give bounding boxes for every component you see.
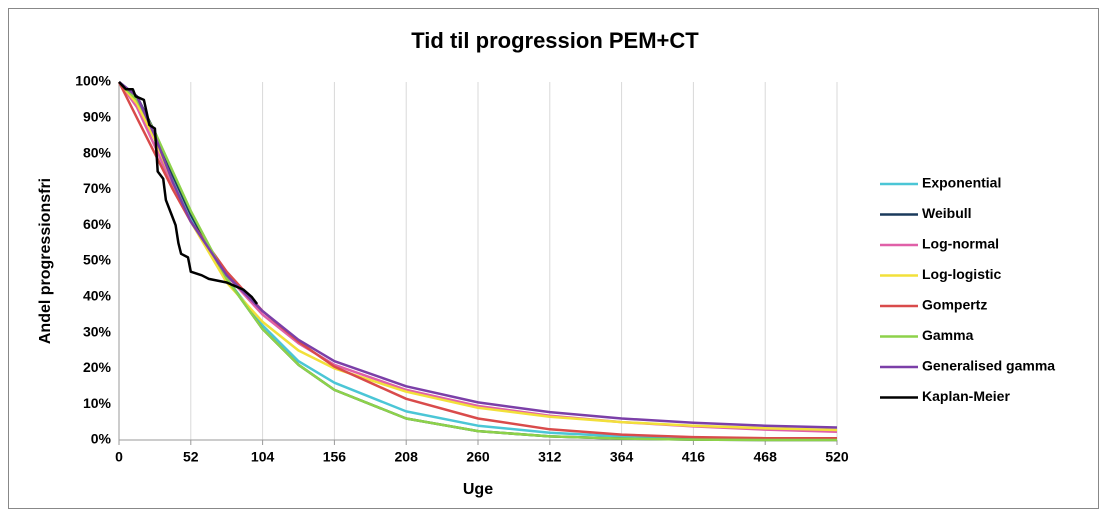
x-axis-label: Uge — [463, 481, 493, 498]
x-tick-label: 312 — [538, 449, 562, 465]
series-line — [117, 81, 837, 440]
y-axis-label: Andel progressionsfri — [37, 178, 54, 344]
x-tick-label: 156 — [323, 449, 347, 465]
y-tick-label: 20% — [83, 359, 112, 375]
y-tick-label: 40% — [83, 288, 112, 304]
x-tick-label: 104 — [251, 449, 275, 465]
legend-label: Log-logistic — [922, 266, 1002, 282]
series-line — [118, 81, 259, 305]
y-tick-label: 90% — [83, 109, 112, 125]
x-tick-label: 416 — [682, 449, 706, 465]
legend-label: Log-normal — [922, 236, 999, 252]
y-tick-label: 60% — [83, 216, 112, 232]
y-tick-label: 50% — [83, 252, 112, 268]
y-tick-label: 80% — [83, 144, 112, 160]
legend-label: Gamma — [922, 327, 974, 343]
y-tick-label: 10% — [83, 395, 112, 411]
chart-border — [8, 8, 1099, 509]
x-tick-label: 52 — [183, 449, 199, 465]
y-tick-label: 0% — [91, 431, 112, 447]
x-tick-label: 520 — [825, 449, 849, 465]
x-tick-label: 208 — [395, 449, 419, 465]
legend-label: Exponential — [922, 175, 1001, 191]
x-tick-label: 468 — [754, 449, 778, 465]
x-tick-label: 364 — [610, 449, 634, 465]
chart-title: Tid til progression PEM+CT — [411, 28, 699, 53]
y-tick-label: 30% — [83, 323, 112, 339]
legend-label: Weibull — [922, 205, 972, 221]
legend-label: Generalised gamma — [922, 358, 1055, 374]
x-tick-label: 260 — [466, 449, 490, 465]
x-tick-label: 0 — [115, 449, 123, 465]
series-line — [118, 81, 837, 442]
y-tick-label: 100% — [75, 73, 111, 89]
legend-label: Kaplan-Meier — [922, 388, 1010, 404]
legend-label: Gompertz — [922, 297, 987, 313]
series-line — [118, 81, 838, 429]
y-tick-label: 70% — [83, 180, 112, 196]
